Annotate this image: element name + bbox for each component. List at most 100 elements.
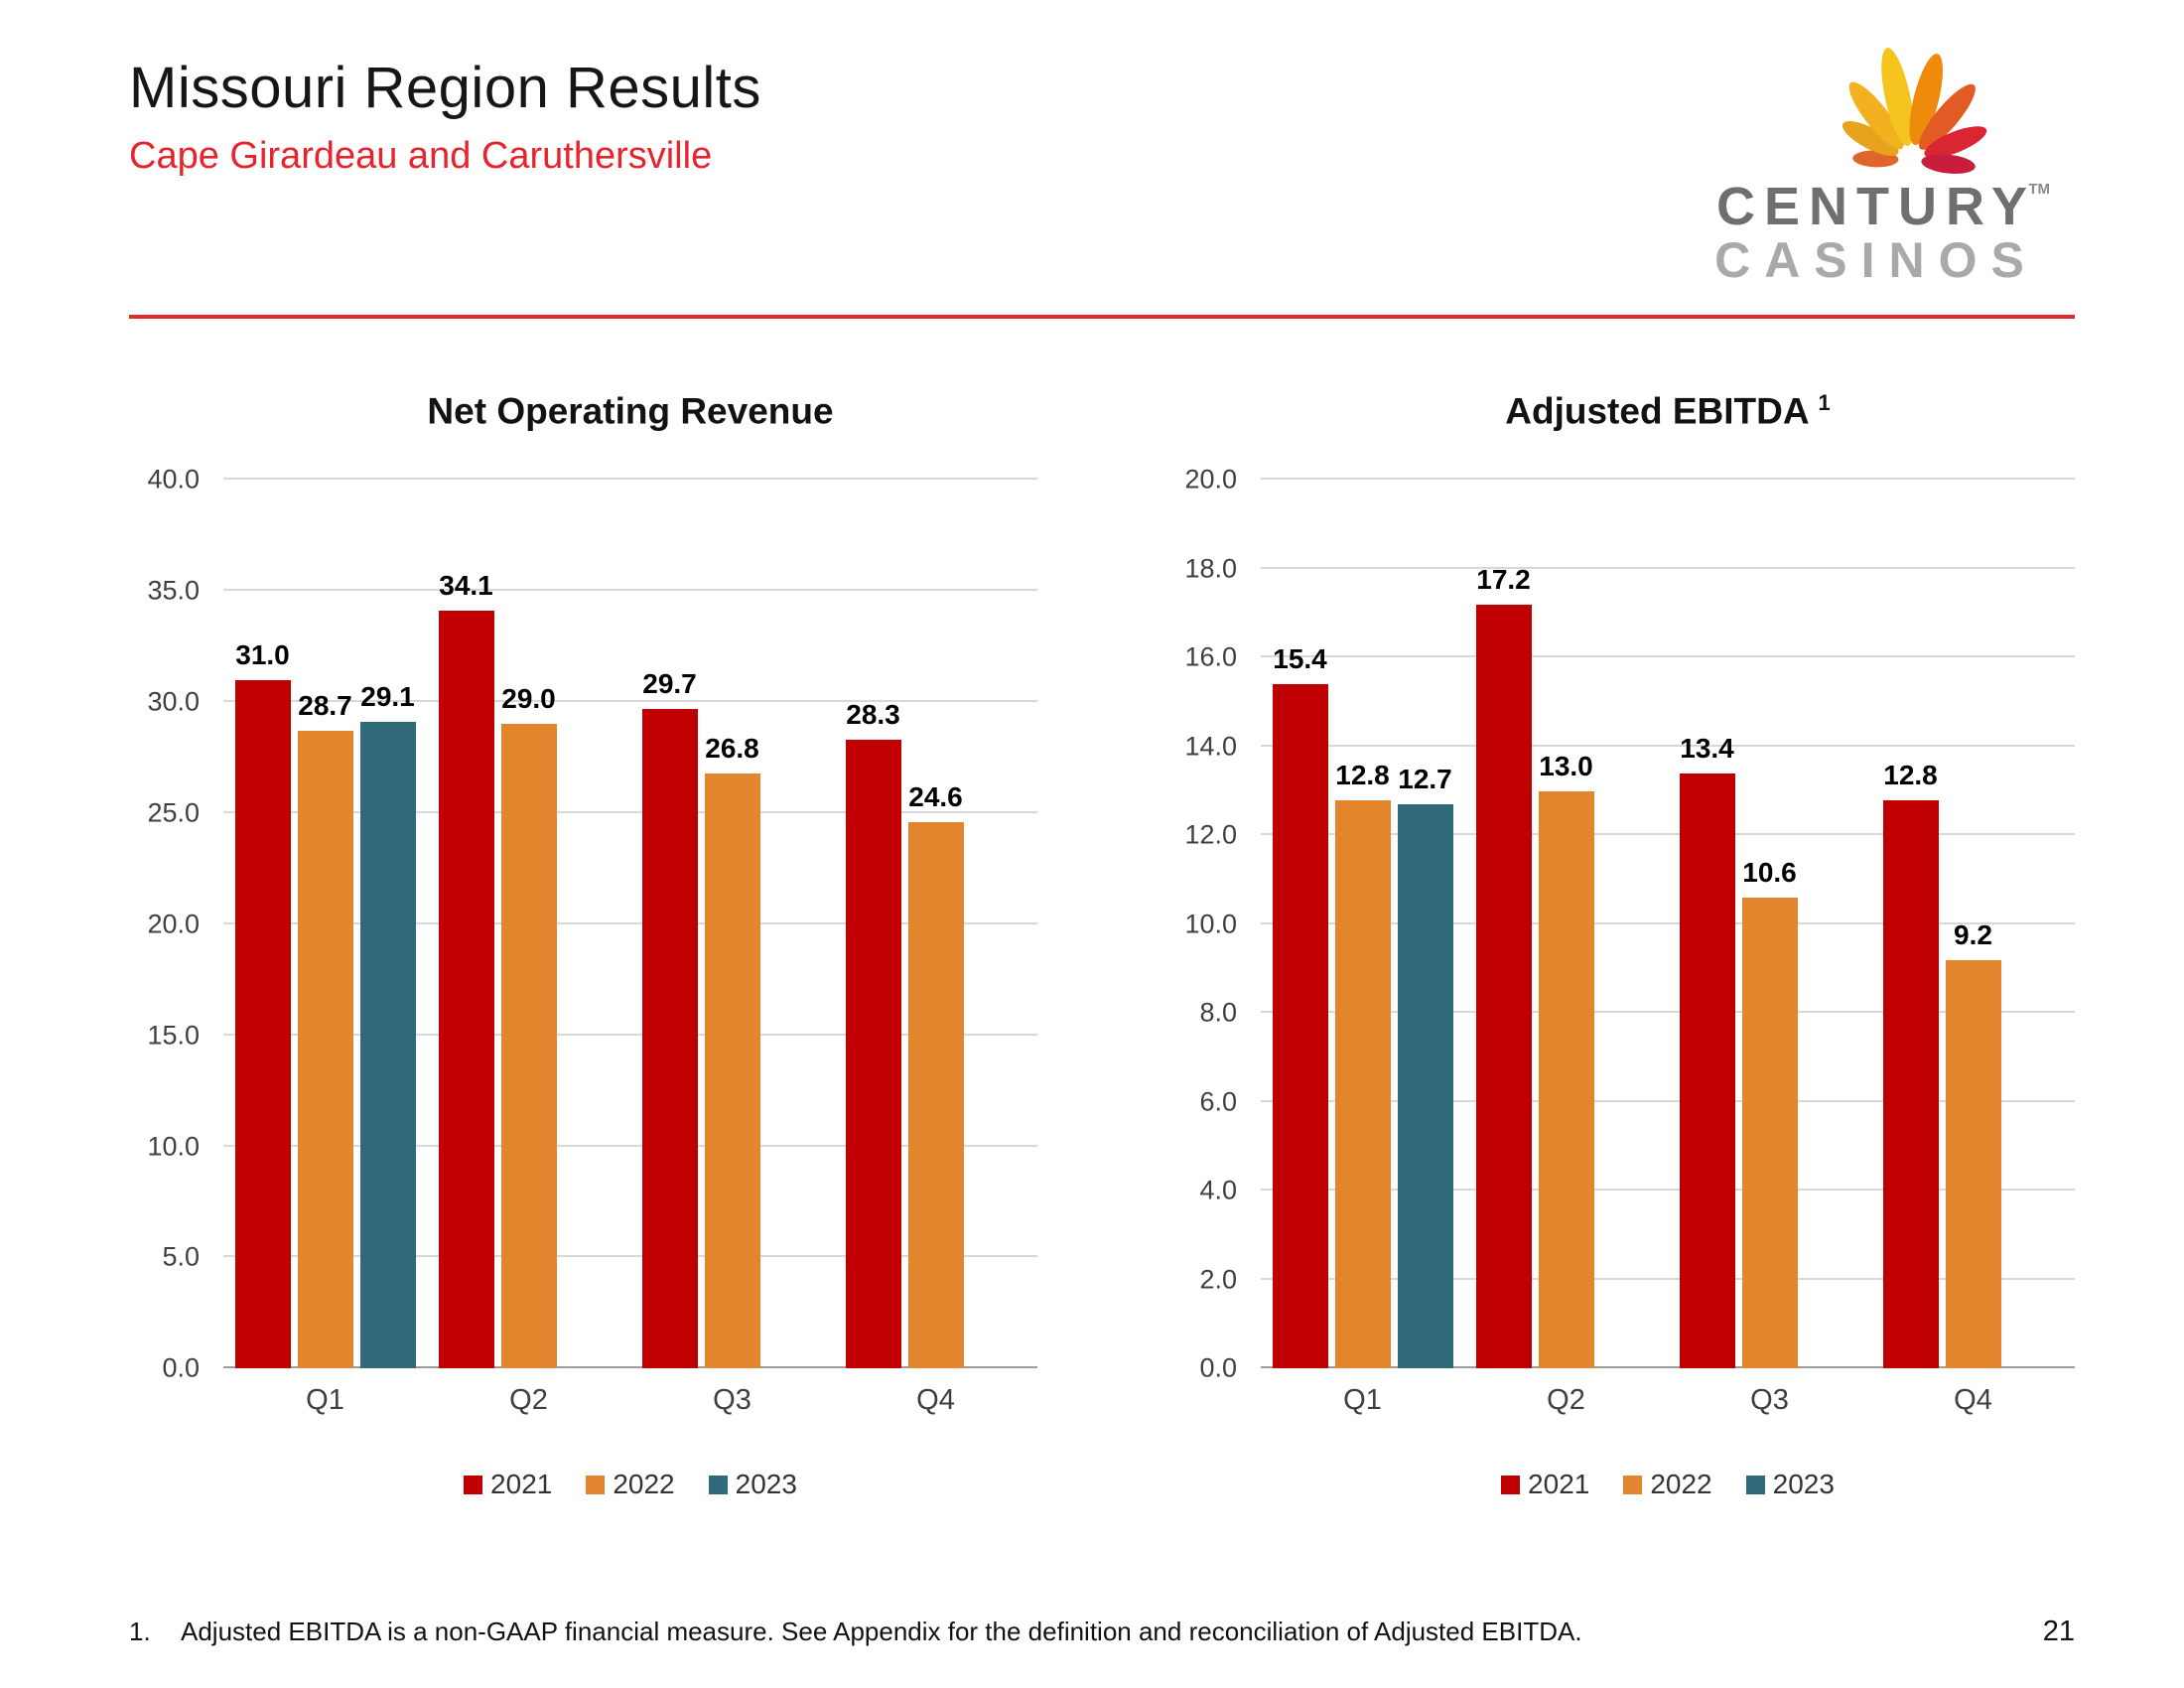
y-axis-tick-label: 20.0 bbox=[147, 909, 200, 939]
bar-slot bbox=[2008, 480, 2064, 1368]
bar-value-label: 24.6 bbox=[908, 780, 963, 812]
legend-label: 2023 bbox=[735, 1469, 797, 1500]
gridline bbox=[1261, 655, 2075, 658]
bar-group-q2: 17.2 13.0 bbox=[1475, 480, 1657, 1369]
x-axis-tick-label: Q1 bbox=[306, 1384, 344, 1417]
legend-swatch bbox=[1623, 1475, 1643, 1494]
gridline bbox=[1261, 921, 2075, 924]
bar-value-label: 12.8 bbox=[1883, 759, 1938, 790]
y-axis-tick-label: 18.0 bbox=[1184, 553, 1237, 584]
bar-value-label: 34.1 bbox=[439, 570, 493, 602]
page-subtitle: Cape Girardeau and Caruthersville bbox=[129, 135, 713, 177]
bar-value-label: 12.7 bbox=[1398, 764, 1452, 795]
bar-value-label: 13.0 bbox=[1539, 750, 1593, 781]
gridline bbox=[223, 810, 1037, 813]
bar-slot: 9.2 bbox=[1945, 480, 2001, 1369]
page-title: Missouri Region Results bbox=[129, 56, 761, 120]
bar-slot: 17.2 bbox=[1475, 480, 1532, 1369]
bar-2021-q3: 29.7 bbox=[641, 668, 698, 1369]
bar-value-label: 13.4 bbox=[1680, 732, 1734, 764]
bar-slot bbox=[1601, 480, 1657, 1368]
y-axis-tick-label: 0.0 bbox=[162, 1352, 200, 1383]
footnote-number: 1. bbox=[129, 1617, 151, 1646]
legend-label: 2023 bbox=[1772, 1469, 1835, 1500]
footnote: 1. Adjusted EBITDA is a non-GAAP financi… bbox=[129, 1617, 1582, 1647]
x-axis-tick-label: Q1 bbox=[1343, 1384, 1382, 1417]
logo-century-wordmark: CENTURY TM bbox=[1716, 180, 2050, 233]
bar-slot: 24.6 bbox=[907, 480, 964, 1369]
y-axis-tick-label: 12.0 bbox=[1184, 819, 1237, 850]
y-axis-tick-label: 15.0 bbox=[147, 1020, 200, 1051]
y-axis-tick-label: 5.0 bbox=[162, 1241, 200, 1272]
charts-area: Net Operating Revenue 0.0 5.0 10.0 15.0 20.0… bbox=[129, 390, 2075, 1500]
legend-swatch bbox=[708, 1475, 728, 1494]
gridline bbox=[1261, 744, 2075, 747]
y-axis-tick-label: 2.0 bbox=[1199, 1264, 1237, 1295]
gridline bbox=[1261, 1011, 2075, 1014]
bar-value-label: 31.0 bbox=[235, 638, 290, 670]
title-block: Missouri Region Results Cape Girardeau a… bbox=[129, 55, 761, 178]
y-axis-tick-label: 30.0 bbox=[147, 686, 200, 717]
header: Missouri Region Results Cape Girardeau a… bbox=[129, 48, 2075, 288]
y-axis-tick-label: 0.0 bbox=[1199, 1352, 1237, 1383]
bar-value-label: 28.3 bbox=[846, 699, 900, 731]
x-axis-tick-label: Q4 bbox=[916, 1384, 955, 1417]
legend-item-2023: 2023 bbox=[1745, 1469, 1835, 1500]
legend-item-2023: 2023 bbox=[708, 1469, 797, 1500]
bar-slot: 10.6 bbox=[1741, 480, 1798, 1369]
legend-label: 2021 bbox=[490, 1469, 553, 1500]
legend-swatch bbox=[1745, 1475, 1765, 1494]
bar-2021-q2: 34.1 bbox=[438, 570, 494, 1369]
gridline bbox=[223, 589, 1037, 592]
bar-value-label: 15.4 bbox=[1273, 643, 1327, 675]
logo-casinos-wordmark: CASINOS bbox=[1714, 232, 2038, 288]
y-axis-tick-label: 4.0 bbox=[1199, 1175, 1237, 1205]
legend-item-2022: 2022 bbox=[1623, 1469, 1712, 1500]
chart-body: 0.0 5.0 10.0 15.0 20.0 25.0 30.0 35.0 40.0 31.0 2… bbox=[129, 465, 1037, 1383]
page-number: 21 bbox=[2042, 1616, 2075, 1647]
y-axis-tick-label: 8.0 bbox=[1199, 997, 1237, 1028]
legend-swatch bbox=[464, 1475, 483, 1494]
legend-item-2022: 2022 bbox=[586, 1469, 675, 1500]
bar-slot: 13.0 bbox=[1538, 480, 1594, 1369]
chart-title-text: Net Operating Revenue bbox=[427, 390, 834, 432]
bar-group-q4: 28.3 24.6 bbox=[845, 480, 1026, 1369]
bar-2021-q4: 28.3 bbox=[845, 699, 901, 1369]
bar-group-q3: 13.4 10.6 bbox=[1679, 480, 1860, 1369]
bar-slot bbox=[1805, 480, 1860, 1368]
legend-item-2021: 2021 bbox=[1501, 1469, 1589, 1500]
bar-slot: 34.1 bbox=[438, 480, 494, 1369]
bar-group-q2: 34.1 29.0 bbox=[438, 480, 619, 1369]
bar-slot: 12.8 bbox=[1882, 480, 1939, 1369]
x-axis-tick-label: Q4 bbox=[1954, 1384, 1992, 1417]
trademark-symbol: TM bbox=[2028, 181, 2050, 198]
chart-title-superscript: 1 bbox=[1818, 390, 1831, 415]
bar-value-label: 17.2 bbox=[1476, 563, 1531, 595]
y-axis: 0.0 5.0 10.0 15.0 20.0 25.0 30.0 35.0 40.0 bbox=[129, 465, 223, 1383]
chart-title: Adjusted EBITDA 1 bbox=[1261, 390, 2075, 432]
bar-2021-q1: 31.0 bbox=[234, 639, 291, 1369]
bar-group-q1: 31.0 28.7 29.1 bbox=[234, 480, 416, 1369]
gridline bbox=[223, 921, 1037, 924]
y-axis: 0.0 2.0 4.0 6.0 8.0 10.0 12.0 14.0 16.0 18.0 20.0 bbox=[1166, 465, 1261, 1383]
bar-slot: 31.0 bbox=[234, 480, 291, 1369]
bar-value-label: 28.7 bbox=[298, 690, 352, 722]
bar-group-q4: 12.8 9.2 bbox=[1882, 480, 2064, 1369]
plot-area: 15.4 12.8 12.7 17.2 13.0 13.4 10.6 12.8 9.2 bbox=[1261, 478, 2075, 1369]
bar-2022-q1: 12.8 bbox=[1334, 760, 1391, 1369]
x-axis-tick-label: Q2 bbox=[509, 1384, 548, 1417]
bar-slot: 28.7 bbox=[297, 480, 353, 1369]
legend-label: 2022 bbox=[1650, 1469, 1712, 1500]
chart-body: 0.0 2.0 4.0 6.0 8.0 10.0 12.0 14.0 16.0 18.0 20.0 … bbox=[1166, 465, 2075, 1383]
x-axis: Q1 Q2 Q3 Q4 bbox=[1261, 1384, 2075, 1417]
bar-2022-q2: 29.0 bbox=[500, 683, 557, 1369]
adjusted-ebitda-chart: Adjusted EBITDA 1 0.0 2.0 4.0 6.0 8.0 10.0 12.… bbox=[1166, 390, 2075, 1500]
legend: 2021 2022 2023 bbox=[223, 1469, 1037, 1500]
gridline bbox=[223, 1144, 1037, 1147]
bar-slot: 29.7 bbox=[641, 480, 698, 1369]
gridline bbox=[1261, 833, 2075, 836]
y-axis-tick-label: 10.0 bbox=[1184, 909, 1237, 939]
bar-2022-q4: 24.6 bbox=[907, 781, 964, 1369]
x-axis-tick-label: Q2 bbox=[1547, 1384, 1585, 1417]
logo-text: CENTURY TM CASINOS bbox=[1714, 180, 2050, 288]
